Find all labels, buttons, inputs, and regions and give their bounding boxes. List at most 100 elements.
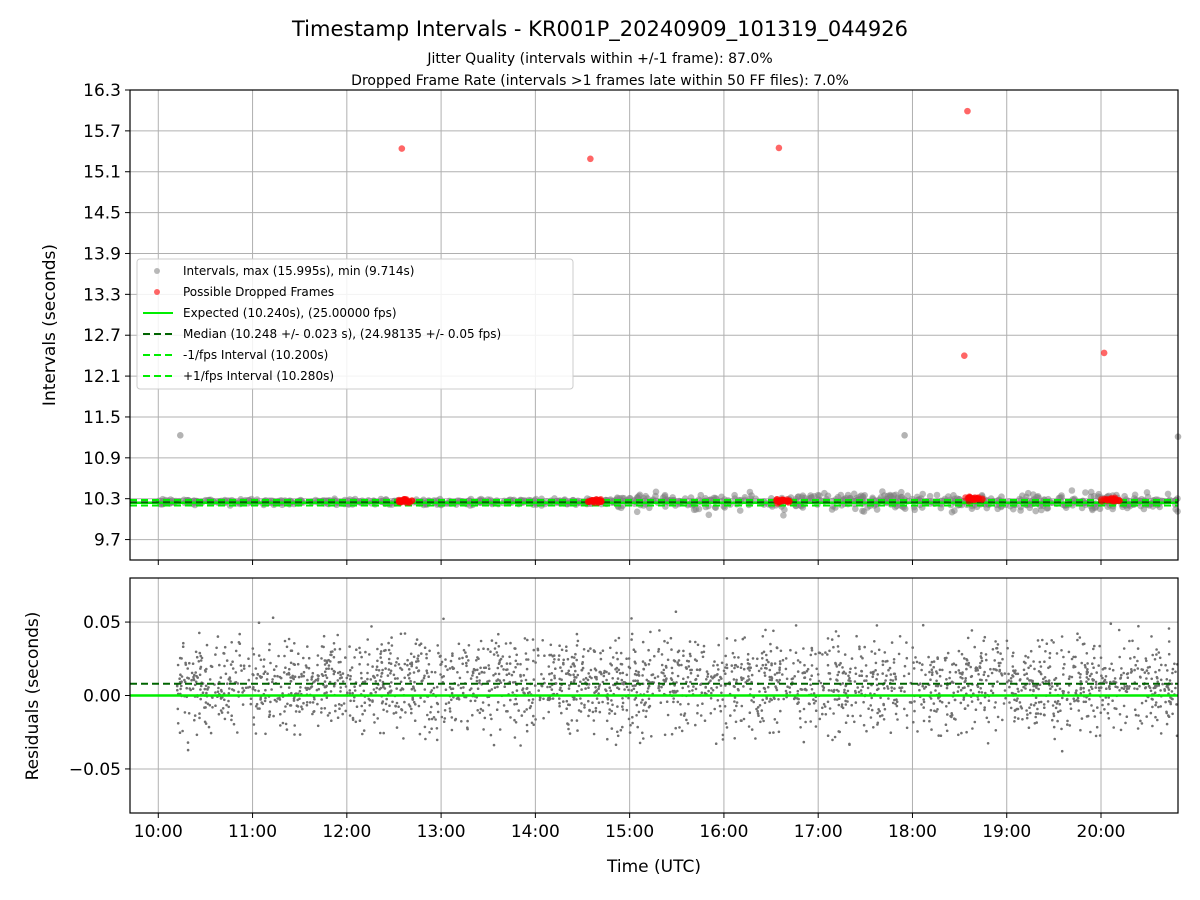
residual-point (1017, 690, 1020, 693)
residual-point (403, 700, 406, 704)
residual-point (403, 676, 407, 680)
residual-point (965, 662, 968, 666)
residual-point (809, 678, 812, 681)
residual-point (1171, 667, 1175, 671)
residual-point (1098, 689, 1101, 692)
residual-point (838, 663, 841, 667)
residual-point (1101, 703, 1104, 707)
residual-point (893, 672, 897, 676)
residual-point (440, 660, 444, 664)
residuals-panel: −0.050.000.05 10:00 11:00 12:00 13:00 14:00 1… (23, 577, 1179, 877)
residual-point (523, 710, 526, 713)
residual-point (1034, 715, 1037, 719)
residual-point (340, 676, 344, 679)
residual-point (1013, 716, 1017, 719)
interval-point (1068, 487, 1076, 494)
residual-point (772, 629, 775, 633)
residual-point (214, 653, 217, 656)
residual-point (562, 661, 565, 665)
residual-point (368, 653, 371, 656)
residual-point (698, 668, 701, 672)
intervals-legend: Intervals, max (15.995s), min (9.714s) P… (136, 258, 574, 390)
interval-point (1131, 491, 1139, 499)
residual-point (756, 706, 760, 709)
residual-point (834, 663, 838, 666)
residual-point (567, 727, 570, 731)
residual-point (1065, 697, 1069, 701)
residual-point (300, 675, 304, 678)
residual-point (718, 704, 722, 708)
residual-point (987, 674, 990, 678)
residual-point (710, 691, 713, 695)
residual-point (283, 639, 287, 643)
residual-point (532, 714, 535, 718)
y-tick-label: 9.7 (94, 531, 121, 551)
residual-point (325, 676, 329, 680)
residual-point (471, 671, 475, 675)
residual-point (724, 672, 727, 675)
residual-point (364, 650, 367, 654)
residual-point (1170, 682, 1174, 686)
residual-point (323, 685, 327, 689)
residual-point (620, 663, 624, 666)
residual-point (581, 661, 584, 664)
residual-point (194, 671, 197, 674)
residual-point (967, 684, 970, 688)
residual-point (719, 709, 723, 713)
residual-point (606, 702, 610, 705)
legend-entry-minus-fps: -1/fps Interval (10.200s) (183, 348, 328, 362)
residual-point (817, 679, 821, 683)
residuals-y-ticks: −0.050.000.05 (69, 613, 130, 780)
residual-point (1029, 679, 1033, 682)
residual-point (339, 660, 342, 664)
residual-point (907, 672, 911, 675)
residual-point (1097, 664, 1100, 667)
residual-point (249, 702, 253, 706)
residual-point (399, 680, 403, 684)
residual-point (948, 676, 951, 680)
residual-point (873, 652, 877, 655)
residual-point (370, 625, 373, 628)
residual-point (1039, 700, 1043, 704)
residual-point (257, 689, 260, 693)
residual-point (292, 697, 296, 700)
residual-point (828, 707, 832, 710)
residual-point (349, 668, 352, 672)
x-tick-label: 10:00 (134, 822, 183, 842)
residual-point (761, 663, 765, 667)
interval-point (705, 511, 713, 519)
residual-point (911, 646, 914, 649)
residual-point (380, 643, 384, 646)
intervals-panel: 9.710.310.911.512.112.713.313.914.515.11… (40, 81, 1182, 565)
residual-point (1105, 687, 1108, 690)
residual-point (1122, 687, 1126, 690)
interval-point (807, 492, 814, 499)
residual-point (994, 729, 998, 732)
residual-point (608, 686, 611, 689)
residual-point (532, 723, 535, 726)
residual-point (944, 659, 947, 662)
residual-point (1093, 644, 1096, 648)
residual-point (846, 700, 849, 703)
interval-point (859, 493, 867, 500)
residual-point (1073, 699, 1076, 703)
residual-point (1095, 671, 1098, 674)
residual-point (403, 632, 407, 635)
residual-point (790, 677, 794, 681)
residual-point (546, 698, 550, 701)
residual-point (932, 665, 935, 669)
interval-point (911, 506, 918, 514)
residual-point (385, 697, 389, 701)
residual-point (777, 730, 781, 734)
residual-point (913, 709, 916, 713)
residual-point (605, 678, 608, 682)
residual-point (490, 717, 493, 721)
residual-point (311, 712, 314, 716)
residual-point (1119, 677, 1122, 680)
residual-point (767, 660, 770, 664)
residual-point (824, 713, 828, 716)
residual-point (987, 720, 990, 724)
residual-point (668, 690, 672, 694)
residual-point (383, 687, 387, 690)
residual-point (281, 692, 284, 695)
